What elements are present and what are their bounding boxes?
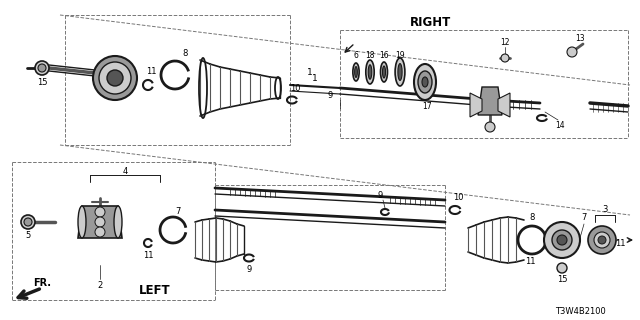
Text: 8: 8: [182, 49, 188, 58]
Ellipse shape: [355, 67, 357, 77]
Text: 11: 11: [143, 251, 153, 260]
Circle shape: [99, 62, 131, 94]
Circle shape: [588, 226, 616, 254]
Text: 7: 7: [581, 213, 587, 222]
Text: 10: 10: [290, 84, 300, 92]
Text: 9: 9: [328, 91, 333, 100]
Text: 9: 9: [246, 266, 252, 275]
Circle shape: [552, 230, 572, 250]
Circle shape: [95, 217, 105, 227]
Text: T3W4B2100: T3W4B2100: [555, 308, 605, 316]
Text: FR.: FR.: [33, 278, 51, 288]
Text: 8: 8: [529, 213, 534, 222]
Text: 3: 3: [602, 205, 608, 214]
Ellipse shape: [383, 66, 385, 78]
Text: 1: 1: [312, 74, 318, 83]
Ellipse shape: [114, 206, 122, 238]
Circle shape: [21, 215, 35, 229]
Ellipse shape: [78, 206, 86, 238]
Text: 11: 11: [525, 258, 535, 267]
Text: RIGHT: RIGHT: [410, 15, 451, 28]
Circle shape: [598, 236, 606, 244]
Text: 19: 19: [395, 51, 405, 60]
Circle shape: [95, 207, 105, 217]
Circle shape: [95, 227, 105, 237]
Ellipse shape: [381, 62, 387, 82]
Circle shape: [501, 54, 509, 62]
Text: 9: 9: [378, 190, 383, 199]
Circle shape: [35, 61, 49, 75]
Polygon shape: [498, 93, 510, 117]
Text: LEFT: LEFT: [139, 284, 171, 297]
Circle shape: [93, 56, 137, 100]
Ellipse shape: [414, 64, 436, 100]
Text: 12: 12: [500, 37, 509, 46]
Circle shape: [557, 263, 567, 273]
Ellipse shape: [398, 64, 402, 80]
Text: 1: 1: [307, 68, 313, 76]
Polygon shape: [470, 93, 482, 117]
Text: 6: 6: [353, 51, 358, 60]
Text: 11: 11: [146, 67, 156, 76]
Circle shape: [567, 47, 577, 57]
Ellipse shape: [422, 77, 428, 87]
Circle shape: [485, 122, 495, 132]
Circle shape: [557, 235, 567, 245]
Text: 4: 4: [122, 166, 127, 175]
Ellipse shape: [353, 63, 359, 81]
Text: 5: 5: [26, 231, 31, 241]
Circle shape: [24, 218, 32, 226]
Circle shape: [544, 222, 580, 258]
Polygon shape: [78, 206, 122, 238]
Circle shape: [594, 232, 610, 248]
Text: 13: 13: [575, 34, 585, 43]
Ellipse shape: [395, 58, 405, 86]
Text: 15: 15: [36, 77, 47, 86]
Text: 15: 15: [557, 276, 567, 284]
Text: 7: 7: [175, 207, 180, 217]
Text: 16: 16: [379, 51, 389, 60]
Text: 10: 10: [452, 193, 463, 202]
Ellipse shape: [368, 65, 372, 79]
Text: 11: 11: [615, 239, 625, 249]
Text: 14: 14: [555, 121, 565, 130]
Circle shape: [38, 64, 46, 72]
Ellipse shape: [418, 71, 432, 93]
Circle shape: [107, 70, 123, 86]
Polygon shape: [478, 87, 502, 115]
Text: 17: 17: [422, 101, 432, 110]
Text: 18: 18: [365, 51, 375, 60]
Ellipse shape: [366, 60, 374, 84]
Text: 2: 2: [97, 281, 102, 290]
